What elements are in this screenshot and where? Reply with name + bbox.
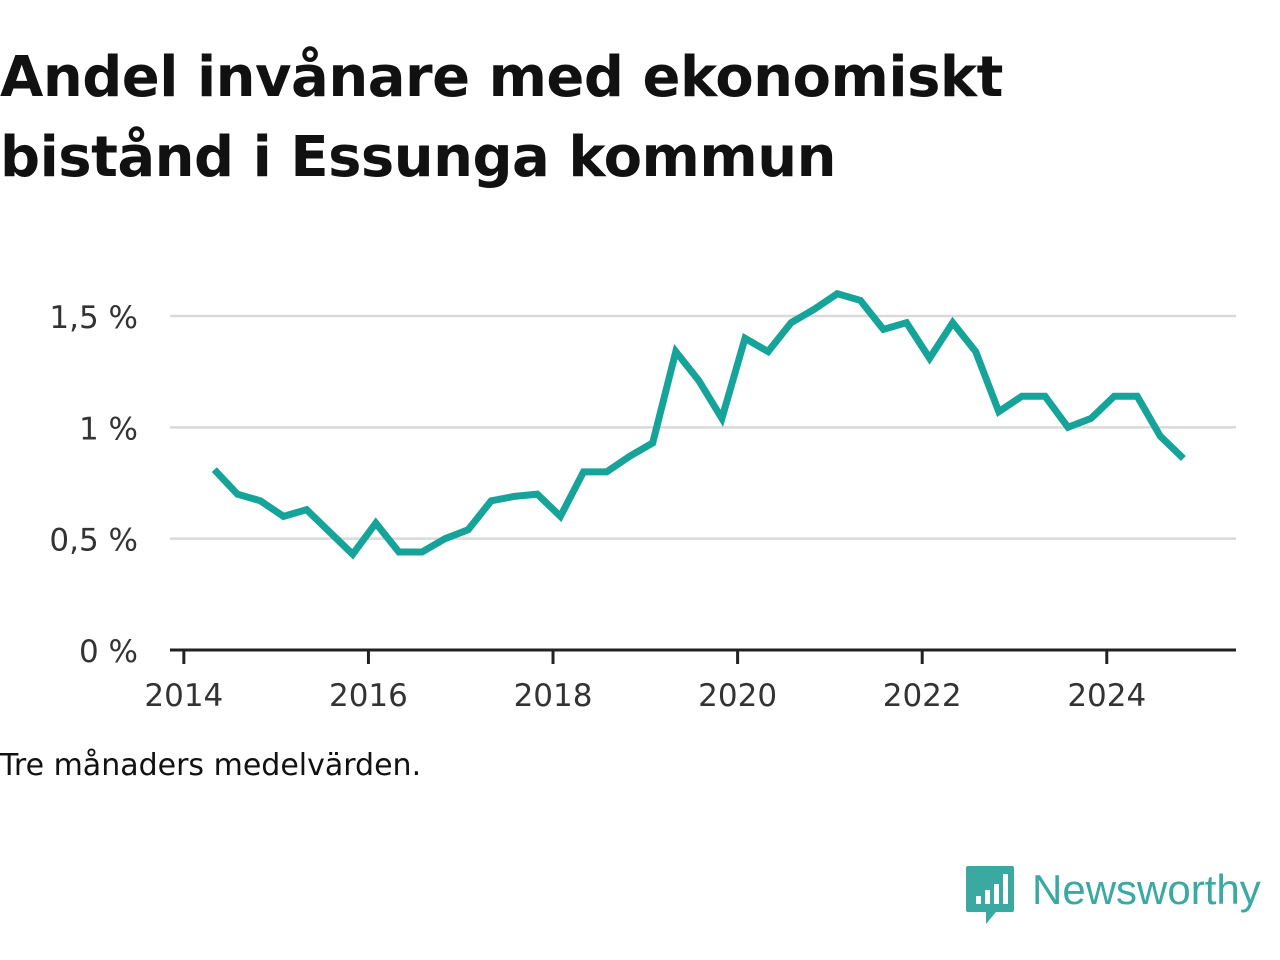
- line-chart: 0 % 0,5 % 1 % 1,5 % 2014 2016 2018 2020 2022 2024: [49, 289, 1236, 714]
- x-tick-label: 2024: [1067, 678, 1146, 714]
- x-tick-label: 2016: [329, 678, 408, 714]
- logo-bar-3: [994, 884, 999, 904]
- x-tick-label: 2014: [144, 678, 223, 714]
- bar-chart-speech-bubble-icon: [966, 866, 1014, 924]
- y-tick-label: 1 %: [79, 411, 138, 447]
- logo-bar-4: [1003, 874, 1008, 904]
- logo-bar-2: [985, 890, 990, 904]
- x-tick-label: 2020: [698, 678, 777, 714]
- x-tick-label: 2022: [883, 678, 962, 714]
- brand-name: Newsworthy: [1032, 866, 1261, 913]
- y-tick-label: 1,5 %: [49, 300, 138, 336]
- y-tick-label: 0 %: [79, 634, 138, 670]
- chart-title: Andel invånare med ekonomiskt bistånd i …: [0, 45, 1003, 190]
- logo-bar-1: [976, 896, 981, 904]
- series-line: [211, 289, 1186, 560]
- y-tick-label: 0,5 %: [49, 523, 138, 559]
- chart-footnote: Tre månaders medelvärden.: [0, 748, 422, 783]
- x-tick-label: 2018: [514, 678, 593, 714]
